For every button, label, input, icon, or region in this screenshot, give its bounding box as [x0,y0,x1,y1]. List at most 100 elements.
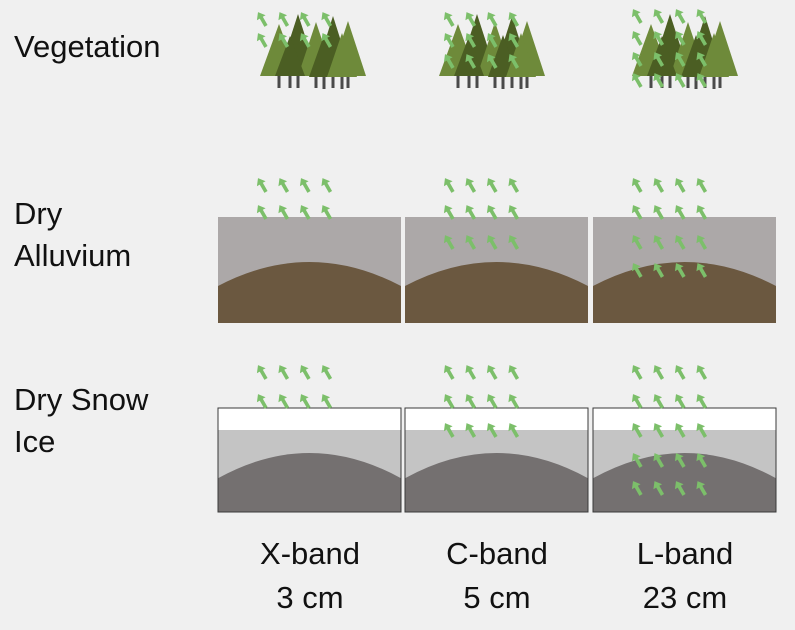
band-name: C-band [446,536,548,571]
arrow-shape [299,365,311,380]
arrow-shape [465,365,477,380]
scattering-arrows [256,9,708,496]
conifer-tree-icon [647,36,677,88]
scattering-arrow-icon [631,235,643,250]
arrow-shape [631,235,643,250]
scattering-arrow-icon [696,423,708,438]
arrow-shape [631,481,643,496]
band-wavelength: 23 cm [642,580,728,615]
scattering-arrow-icon [674,178,686,193]
scattering-arrow-icon [443,205,455,220]
arrow-shape [278,12,290,27]
arrow-shape [631,423,643,438]
conifer-tree-icon [506,33,536,89]
arrow-shape [256,365,268,380]
scattering-arrow-icon [465,12,477,27]
arrow-shape [696,205,708,220]
scattering-arrow-icon [299,33,311,48]
scattering-arrow-icon [653,453,665,468]
arrow-shape [278,178,290,193]
scattering-arrow-icon [653,9,665,24]
row-label-vegetation: Vegetation [14,29,161,64]
arrow-shape [321,365,333,380]
arrow-shape [256,394,268,409]
tree-crown [699,33,729,77]
arrow-shape [631,52,643,67]
scattering-arrow-icon [465,205,477,220]
arrow-shape [443,54,455,69]
scattering-arrow-icon [278,12,290,27]
surface-panels [217,217,777,513]
scattering-arrow-icon [674,73,686,88]
arrow-shape [508,33,520,48]
arrow-shape [653,205,665,220]
scattering-arrow-icon [443,178,455,193]
arrow-shape [631,453,643,468]
scattering-arrow-icon [631,453,643,468]
scattering-arrow-icon [508,205,520,220]
conifer-tree-icon [275,36,305,88]
scattering-arrow-icon [674,365,686,380]
arrow-shape [674,9,686,24]
arrow-shape [321,205,333,220]
scattering-arrow-icon [486,33,498,48]
scattering-arrow-icon [631,52,643,67]
scattering-arrow-icon [256,33,268,48]
scattering-arrow-icon [631,205,643,220]
scattering-arrow-icon [321,205,333,220]
arrow-shape [696,481,708,496]
band-wavelength: 3 cm [276,580,344,615]
arrow-shape [299,394,311,409]
arrow-shape [299,178,311,193]
scattering-arrow-icon [486,178,498,193]
tree-crown [506,33,536,77]
scattering-arrow-icon [631,365,643,380]
scattering-arrow-icon [299,205,311,220]
arrow-shape [486,12,498,27]
tree-trunk [331,74,335,88]
arrow-shape [696,394,708,409]
scattering-arrow-icon [508,54,520,69]
scattering-arrow-icon [278,365,290,380]
scattering-arrow-icon [653,365,665,380]
band-name: L-band [636,536,734,571]
arrow-shape [653,31,665,46]
arrow-shape [321,394,333,409]
arrow-shape [465,235,477,250]
scattering-arrow-icon [508,423,520,438]
scattering-arrow-icon [443,235,455,250]
arrow-shape [465,423,477,438]
scattering-arrow-icon [631,73,643,88]
arrow-shape [486,54,498,69]
arrow-shape [674,52,686,67]
scattering-arrow-icon [443,33,455,48]
scattering-arrow-icon [321,33,333,48]
alluvium-mound [405,262,588,323]
arrow-shape [321,12,333,27]
arrow-shape [696,178,708,193]
arrow-shape [631,178,643,193]
arrow-shape [653,9,665,24]
arrow-shape [486,178,498,193]
tree-trunk [703,74,707,88]
scattering-arrow-icon [486,423,498,438]
tree-trunk [493,74,497,88]
scattering-arrow-icon [508,235,520,250]
band-wavelength: 5 cm [463,580,531,615]
arrow-shape [653,365,665,380]
scattering-arrow-icon [278,394,290,409]
arrow-shape [696,9,708,24]
scattering-arrow-icon [631,263,643,278]
band-name: X-band [260,536,360,571]
scattering-arrow-icon [653,481,665,496]
scattering-arrow-icon [631,394,643,409]
scattering-arrow-icon [696,205,708,220]
tree-trunk [475,74,479,88]
scattering-arrow-icon [299,365,311,380]
arrow-shape [696,73,708,88]
scattering-arrow-icon [486,205,498,220]
scattering-arrow-icon [465,423,477,438]
scattering-arrow-icon [256,365,268,380]
scattering-arrow-icon [674,263,686,278]
scattering-arrow-icon [696,453,708,468]
